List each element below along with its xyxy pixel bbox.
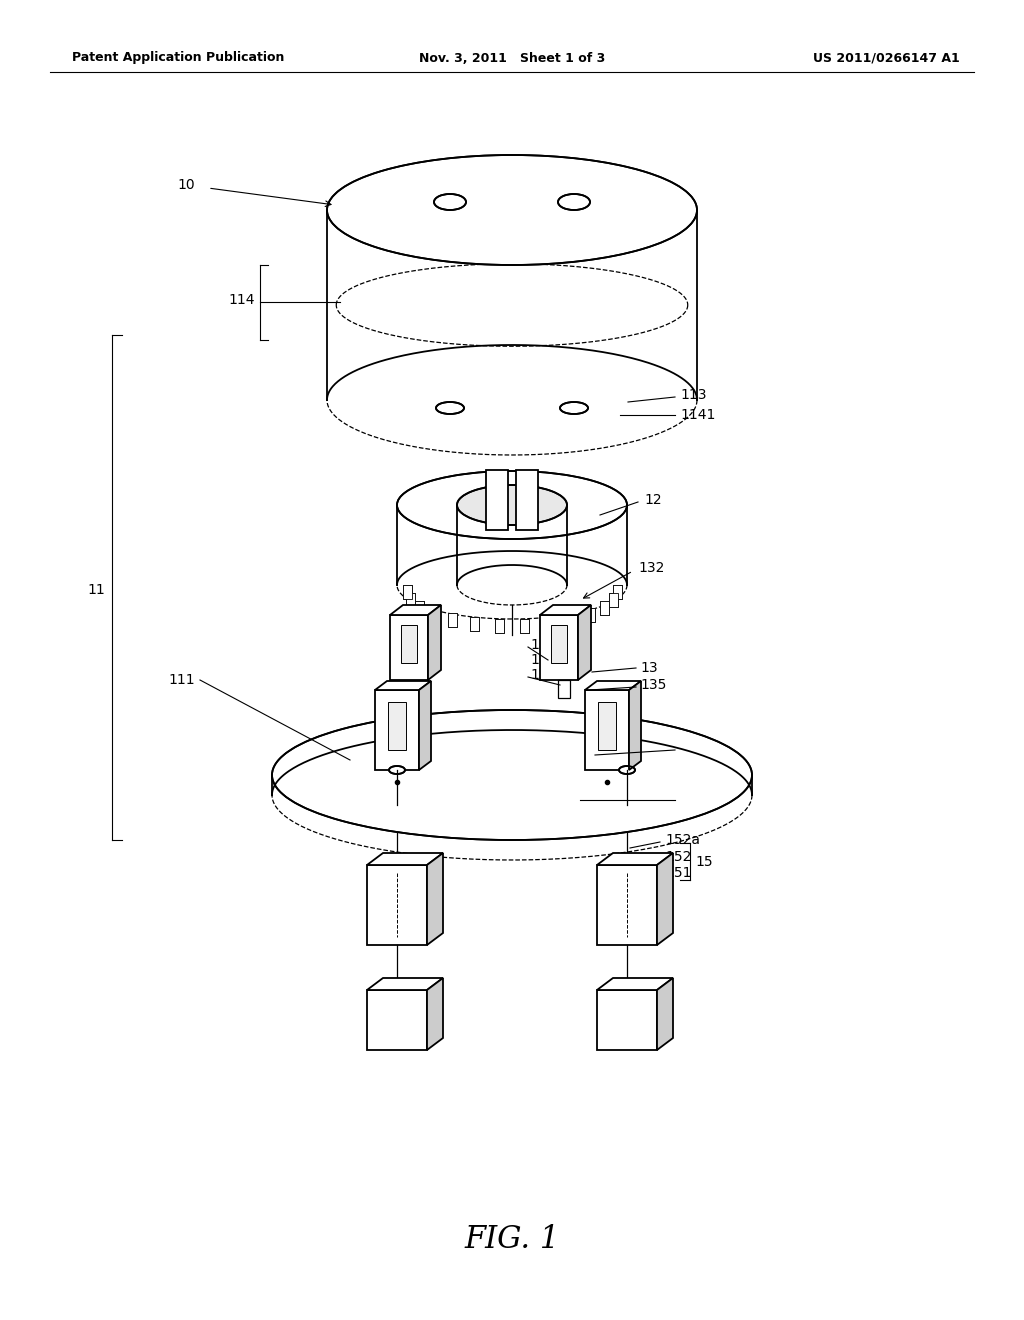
Text: 15: 15 [695, 855, 713, 869]
FancyBboxPatch shape [429, 607, 438, 622]
Text: 152a: 152a [665, 833, 700, 847]
FancyBboxPatch shape [447, 612, 457, 627]
FancyBboxPatch shape [600, 601, 609, 615]
FancyBboxPatch shape [429, 607, 438, 622]
FancyBboxPatch shape [586, 607, 595, 622]
Ellipse shape [558, 194, 590, 210]
Polygon shape [597, 978, 673, 990]
Polygon shape [428, 605, 441, 680]
Ellipse shape [436, 403, 464, 414]
Polygon shape [397, 506, 627, 585]
Text: 111: 111 [168, 673, 195, 686]
FancyBboxPatch shape [520, 619, 529, 632]
Text: 135: 135 [640, 678, 667, 692]
FancyBboxPatch shape [612, 585, 622, 599]
FancyBboxPatch shape [567, 612, 577, 627]
Text: 133: 133 [530, 668, 556, 682]
FancyBboxPatch shape [620, 855, 634, 865]
Polygon shape [597, 853, 673, 865]
Polygon shape [367, 865, 427, 945]
Text: US 2011/0266147 A1: US 2011/0266147 A1 [813, 51, 961, 65]
Text: 113: 113 [680, 388, 707, 403]
FancyBboxPatch shape [558, 680, 570, 698]
FancyBboxPatch shape [390, 855, 404, 865]
Polygon shape [367, 990, 427, 1049]
FancyBboxPatch shape [600, 601, 609, 615]
Polygon shape [367, 853, 443, 865]
Ellipse shape [434, 194, 466, 210]
FancyBboxPatch shape [470, 616, 479, 631]
Text: Patent Application Publication: Patent Application Publication [72, 51, 285, 65]
Polygon shape [367, 978, 443, 990]
Text: 151: 151 [665, 866, 691, 880]
Polygon shape [597, 865, 657, 945]
Polygon shape [578, 605, 591, 680]
Text: 11: 11 [87, 583, 105, 597]
FancyBboxPatch shape [516, 470, 538, 531]
Text: 132: 132 [638, 561, 665, 576]
FancyBboxPatch shape [388, 702, 406, 750]
FancyBboxPatch shape [567, 612, 577, 627]
FancyBboxPatch shape [415, 601, 424, 615]
FancyBboxPatch shape [415, 601, 424, 615]
Text: FIG. 1: FIG. 1 [464, 1225, 560, 1255]
FancyBboxPatch shape [520, 619, 529, 632]
FancyBboxPatch shape [447, 612, 457, 627]
Ellipse shape [327, 154, 697, 265]
Text: 112: 112 [680, 741, 707, 755]
Text: 152: 152 [665, 850, 691, 865]
Polygon shape [390, 605, 441, 615]
Polygon shape [375, 690, 419, 770]
Ellipse shape [457, 484, 567, 525]
Polygon shape [597, 990, 657, 1049]
FancyBboxPatch shape [545, 616, 554, 631]
Text: 12: 12 [644, 492, 662, 507]
FancyBboxPatch shape [551, 624, 567, 663]
FancyBboxPatch shape [470, 616, 479, 631]
Text: Nov. 3, 2011   Sheet 1 of 3: Nov. 3, 2011 Sheet 1 of 3 [419, 51, 605, 65]
FancyBboxPatch shape [406, 593, 415, 607]
Ellipse shape [389, 766, 406, 774]
Polygon shape [327, 210, 697, 400]
Polygon shape [272, 775, 752, 795]
FancyBboxPatch shape [598, 702, 616, 750]
Polygon shape [390, 615, 428, 680]
FancyBboxPatch shape [609, 593, 618, 607]
FancyBboxPatch shape [402, 585, 412, 599]
Polygon shape [657, 978, 673, 1049]
Text: 1141: 1141 [680, 408, 716, 422]
Polygon shape [427, 853, 443, 945]
Polygon shape [540, 615, 578, 680]
Polygon shape [585, 690, 629, 770]
Polygon shape [427, 978, 443, 1049]
FancyBboxPatch shape [612, 585, 622, 599]
Ellipse shape [272, 710, 752, 840]
FancyBboxPatch shape [406, 593, 415, 607]
FancyBboxPatch shape [495, 619, 504, 632]
Text: 13: 13 [640, 661, 657, 675]
Text: 16: 16 [530, 653, 548, 667]
Text: 131: 131 [530, 638, 556, 652]
Text: 114: 114 [228, 293, 255, 308]
Polygon shape [629, 681, 641, 770]
Text: 10: 10 [177, 178, 195, 191]
Polygon shape [419, 681, 431, 770]
Polygon shape [657, 853, 673, 945]
FancyBboxPatch shape [609, 593, 618, 607]
Ellipse shape [397, 471, 627, 539]
FancyBboxPatch shape [486, 470, 508, 531]
Ellipse shape [618, 766, 635, 774]
FancyBboxPatch shape [545, 616, 554, 631]
FancyBboxPatch shape [401, 624, 417, 663]
Polygon shape [540, 605, 591, 615]
FancyBboxPatch shape [402, 585, 412, 599]
Ellipse shape [560, 403, 588, 414]
FancyBboxPatch shape [586, 607, 595, 622]
Text: 111: 111 [680, 793, 707, 807]
Polygon shape [375, 681, 431, 690]
Polygon shape [585, 681, 641, 690]
FancyBboxPatch shape [495, 619, 504, 632]
